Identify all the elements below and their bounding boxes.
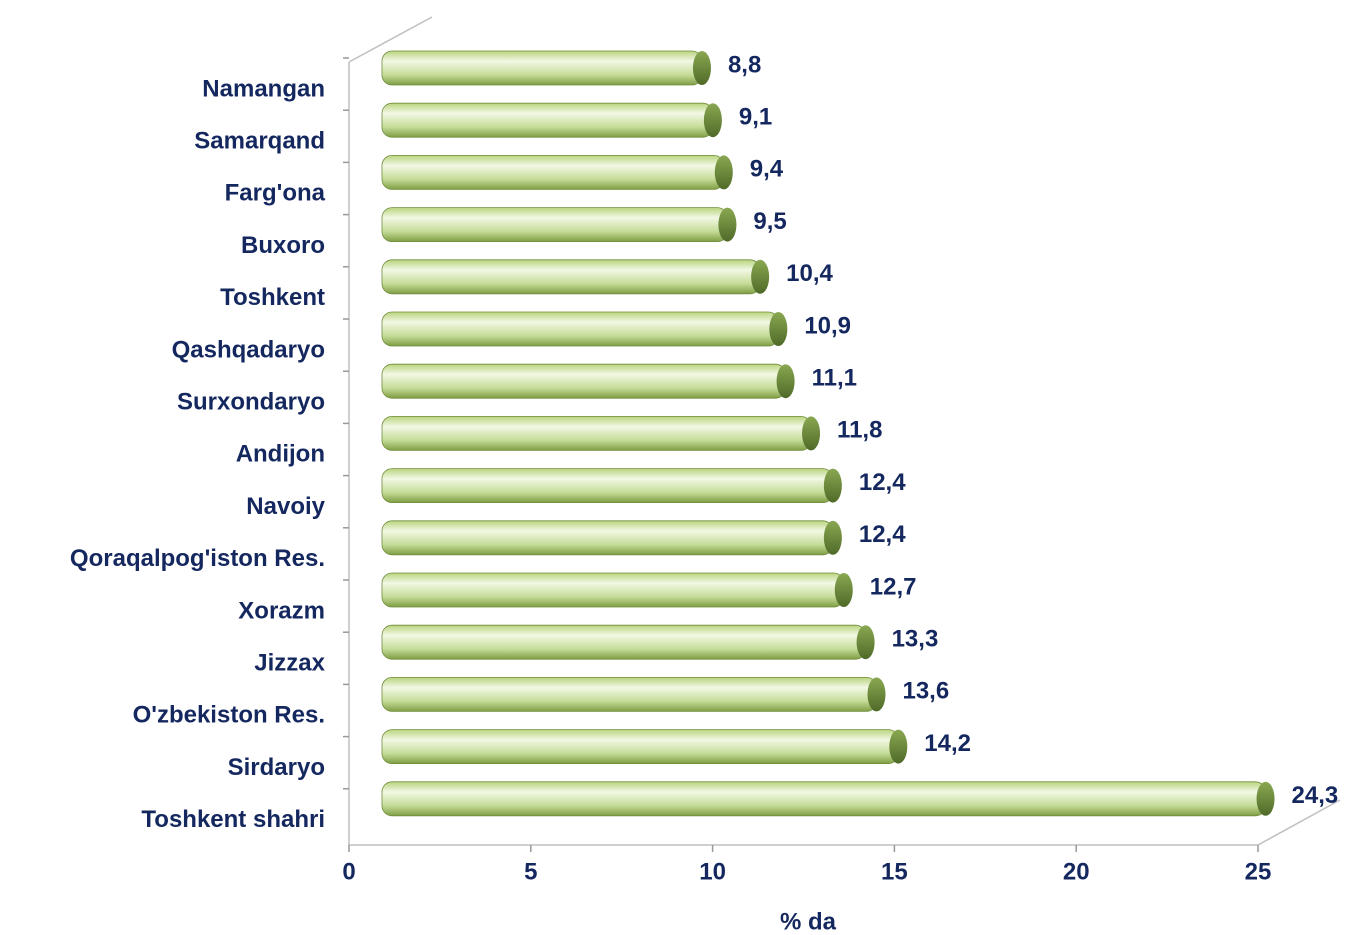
x-tick-label: 20 <box>1063 858 1090 885</box>
bar-cap <box>769 312 788 346</box>
y-tick-label: O'zbekiston Res. <box>133 702 325 729</box>
value-label: 12,7 <box>870 573 917 600</box>
bar-body <box>381 520 834 556</box>
bar-cap <box>714 155 733 190</box>
bar-body <box>381 781 1266 817</box>
bar <box>381 624 875 660</box>
bar-body <box>381 572 845 608</box>
bar-cap <box>856 625 875 660</box>
bar-cap <box>1256 781 1275 816</box>
x-tick-label: 15 <box>881 858 908 885</box>
bar-cap <box>823 468 842 503</box>
y-tick-label: Andijon <box>236 441 325 468</box>
bar-body <box>381 102 714 138</box>
bar-body <box>381 363 786 399</box>
bar <box>381 729 908 764</box>
bar-cap <box>867 677 886 712</box>
value-label: 12,4 <box>859 521 906 548</box>
value-label: 11,8 <box>837 417 882 444</box>
y-tick-label: Samarqand <box>194 128 325 155</box>
bar-body <box>381 415 812 451</box>
y-tick-label: Sirdaryo <box>228 754 325 781</box>
bar-cap <box>718 207 737 242</box>
value-label: 9,4 <box>750 156 784 183</box>
bar <box>381 259 770 295</box>
bar <box>381 781 1275 817</box>
y-tick-label: Farg'ona <box>225 180 326 207</box>
value-label: 10,4 <box>786 260 833 287</box>
y-tick-label: Buxoro <box>241 232 325 259</box>
bar <box>381 154 733 190</box>
bar-body <box>381 259 761 295</box>
x-tick-label: 5 <box>524 858 537 885</box>
bar-body <box>381 207 728 243</box>
bar-cap <box>776 364 795 399</box>
value-label: 24,3 <box>1292 782 1339 809</box>
value-label: 11,1 <box>812 365 857 392</box>
bar <box>381 363 795 399</box>
bar <box>381 50 711 86</box>
value-label: 9,5 <box>753 208 786 235</box>
x-tick-label: 0 <box>342 858 355 885</box>
bar-body <box>381 154 725 190</box>
bar-body <box>381 677 877 712</box>
bar-cap <box>823 520 842 555</box>
y-tick-label: Jizzax <box>254 650 325 677</box>
value-label: 8,8 <box>728 51 761 78</box>
bar-body <box>381 624 866 660</box>
bar <box>381 677 886 712</box>
bar-body <box>381 311 779 347</box>
y-tick-label: Qoraqalpog'iston Res. <box>70 545 325 572</box>
bar-cap <box>751 259 770 294</box>
value-label: 14,2 <box>924 730 971 757</box>
value-label: 10,9 <box>804 312 851 339</box>
x-tick-label: 10 <box>699 858 726 885</box>
back-edge <box>348 16 433 63</box>
bar <box>381 520 842 556</box>
bar <box>381 415 821 451</box>
value-label: 13,6 <box>902 678 949 705</box>
y-tick-label: Namangan <box>202 75 325 102</box>
value-label: 13,3 <box>892 626 939 653</box>
x-tick-label: 25 <box>1245 858 1272 885</box>
y-tick-label: Surxondaryo <box>177 389 325 416</box>
x-axis-label: % da <box>780 908 837 935</box>
bar-body <box>381 729 899 764</box>
bar-body <box>381 50 703 86</box>
bar-cap <box>703 103 722 138</box>
value-label: 12,4 <box>859 469 906 496</box>
bar <box>381 102 722 138</box>
y-tick-label: Toshkent <box>220 284 325 311</box>
y-tick-label: Toshkent shahri <box>141 806 325 833</box>
bar-cap <box>889 729 908 764</box>
axis-frame <box>348 62 1341 846</box>
y-tick-label: Navoiy <box>246 493 325 520</box>
bar <box>381 572 853 608</box>
bar-body <box>381 468 834 504</box>
value-label: 9,1 <box>739 104 772 131</box>
bar <box>381 468 842 504</box>
bar-cap <box>834 573 853 607</box>
bar-cap <box>692 51 711 85</box>
bar-cap <box>802 416 821 451</box>
y-tick-label: Xorazm <box>238 597 325 624</box>
bar <box>381 207 737 243</box>
bar <box>381 311 788 347</box>
y-tick-label: Qashqadaryo <box>172 336 325 363</box>
